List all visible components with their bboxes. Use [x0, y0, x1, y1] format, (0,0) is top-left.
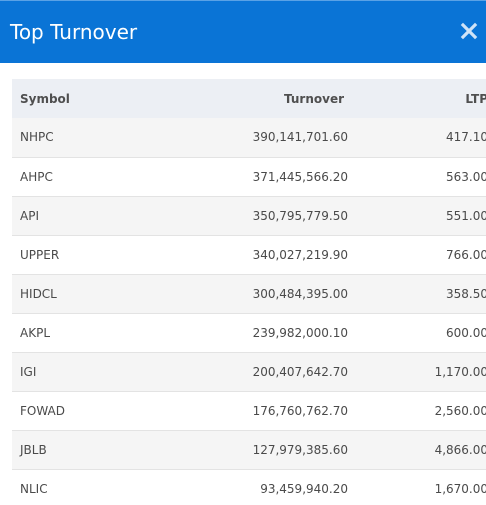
- turnover-cell: 239,982,000.10: [252, 325, 348, 340]
- table-row[interactable]: UPPER 340,027,219.90 766.00: [12, 235, 486, 274]
- table-row[interactable]: API 350,795,779.50 551.00: [12, 196, 486, 235]
- table-row[interactable]: HIDCL 300,484,395.00 358.50: [12, 274, 486, 313]
- ltp-cell: 358.50: [446, 286, 486, 301]
- ltp-cell: 766.00: [446, 247, 486, 262]
- column-header-ltp[interactable]: LTP: [465, 91, 486, 106]
- turnover-cell: 300,484,395.00: [252, 286, 348, 301]
- turnover-cell: 350,795,779.50: [252, 208, 348, 223]
- ltp-cell: 1,170.00: [434, 364, 486, 379]
- column-header-symbol[interactable]: Symbol: [20, 91, 70, 106]
- turnover-table-container: Symbol Turnover LTP NHPC 390,141,701.60 41…: [12, 79, 486, 505]
- turnover-cell: 176,760,762.70: [252, 403, 348, 418]
- table-row[interactable]: AHPC 371,445,566.20 563.00: [12, 157, 486, 196]
- table-header-row: Symbol Turnover LTP: [12, 79, 486, 118]
- ltp-cell: 1,670.00: [434, 481, 486, 496]
- symbol-cell: UPPER: [20, 247, 60, 262]
- turnover-cell: 390,141,701.60: [252, 130, 348, 145]
- turnover-cell: 127,979,385.60: [252, 442, 348, 457]
- ltp-cell: 2,560.00: [434, 403, 486, 418]
- turnover-table: Symbol Turnover LTP NHPC 390,141,701.60 41…: [12, 79, 486, 505]
- ltp-cell: 600.00: [446, 325, 486, 340]
- symbol-cell: IGI: [20, 364, 37, 379]
- symbol-cell: NHPC: [20, 130, 54, 145]
- ltp-cell: 417.10: [446, 130, 486, 145]
- ltp-cell: 563.00: [446, 169, 486, 184]
- table-row[interactable]: IGI 200,407,642.70 1,170.00: [12, 352, 486, 391]
- modal-header: Top Turnover: [0, 0, 486, 63]
- symbol-cell: API: [20, 208, 39, 223]
- column-header-turnover[interactable]: Turnover: [284, 91, 344, 106]
- close-button[interactable]: [460, 22, 478, 40]
- symbol-cell: JBLB: [20, 442, 47, 457]
- table-row[interactable]: JBLB 127,979,385.60 4,866.00: [12, 430, 486, 469]
- table-row[interactable]: NLIC 93,459,940.20 1,670.00: [12, 469, 486, 505]
- table-row[interactable]: AKPL 239,982,000.10 600.00: [12, 313, 486, 352]
- table-row[interactable]: FOWAD 176,760,762.70 2,560.00: [12, 391, 486, 430]
- symbol-cell: FOWAD: [20, 403, 66, 418]
- ltp-cell: 551.00: [446, 208, 486, 223]
- turnover-cell: 340,027,219.90: [252, 247, 348, 262]
- table-row[interactable]: NHPC 390,141,701.60 417.10: [12, 118, 486, 157]
- symbol-cell: HIDCL: [20, 286, 57, 301]
- turnover-cell: 371,445,566.20: [252, 169, 348, 184]
- table-header: Symbol Turnover LTP: [12, 79, 486, 118]
- ltp-cell: 4,866.00: [434, 442, 486, 457]
- turnover-cell: 200,407,642.70: [252, 364, 348, 379]
- turnover-cell: 93,459,940.20: [260, 481, 348, 496]
- symbol-cell: NLIC: [20, 481, 48, 496]
- symbol-cell: AKPL: [20, 325, 50, 340]
- modal-title: Top Turnover: [10, 20, 138, 44]
- symbol-cell: AHPC: [20, 169, 53, 184]
- table-body: NHPC 390,141,701.60 417.10 AHPC 371,445,566.…: [12, 118, 486, 505]
- close-icon: [460, 22, 478, 40]
